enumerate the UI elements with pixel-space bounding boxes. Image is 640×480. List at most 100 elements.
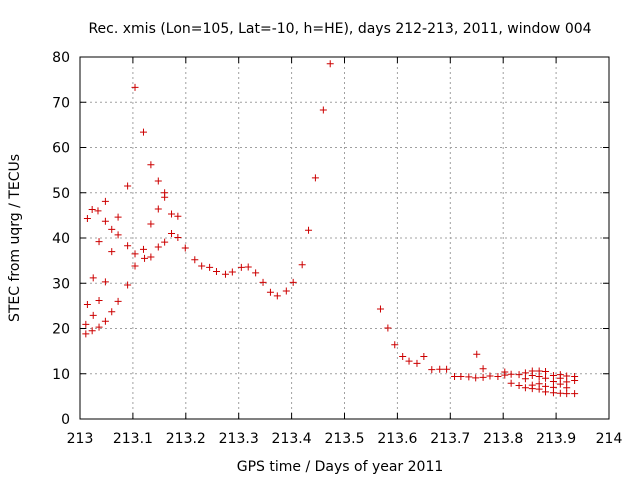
- data-point: [139, 128, 147, 136]
- data-point: [124, 242, 132, 250]
- data-point: [154, 177, 162, 185]
- data-point: [161, 238, 169, 246]
- data-point: [451, 372, 459, 380]
- data-point: [88, 205, 96, 213]
- data-point: [405, 357, 413, 365]
- data-point: [473, 350, 481, 358]
- data-point: [420, 353, 428, 361]
- x-tick-labels: 213 213.1 213.2 213.3 213.4 213.5 213.6 213.7 21…: [67, 431, 623, 447]
- data-point: [472, 374, 480, 382]
- data-point: [108, 308, 116, 316]
- data-point: [259, 278, 267, 286]
- y-tick-label: 0: [61, 412, 70, 428]
- y-tick-label: 80: [52, 50, 70, 66]
- data-point: [237, 263, 245, 271]
- data-point: [94, 207, 102, 215]
- y-tick-labels: 0 10 20 30 40 50 60 70 80: [52, 50, 70, 428]
- data-point: [161, 193, 169, 201]
- data-point: [168, 229, 176, 237]
- y-tick-label: 50: [52, 186, 70, 202]
- data-point: [154, 243, 162, 251]
- data-point: [549, 389, 557, 397]
- data-point: [83, 215, 91, 223]
- data-point: [549, 377, 557, 385]
- data-point: [266, 288, 274, 296]
- axis-ticks: [79, 56, 610, 420]
- data-point: [521, 375, 529, 383]
- data-point: [114, 213, 122, 221]
- data-point: [83, 301, 91, 309]
- data-point: [174, 212, 182, 220]
- data-point: [95, 238, 103, 246]
- data-point: [528, 385, 536, 393]
- data-point: [494, 372, 502, 380]
- x-tick-label: 213.7: [430, 431, 470, 447]
- data-point: [221, 270, 229, 278]
- data-point: [131, 83, 139, 91]
- data-point: [131, 262, 139, 270]
- data-point: [139, 245, 147, 253]
- data-point: [535, 385, 543, 393]
- y-tick-label: 10: [52, 367, 70, 383]
- y-tick-label: 30: [52, 276, 70, 292]
- data-point: [391, 341, 399, 349]
- y-tick-label: 60: [52, 141, 70, 157]
- data-point: [282, 287, 290, 295]
- data-point: [101, 197, 109, 205]
- data-point: [507, 379, 515, 387]
- data-point: [305, 226, 313, 234]
- data-point: [311, 174, 319, 182]
- data-point: [465, 373, 473, 381]
- data-point: [124, 182, 132, 190]
- data-point: [147, 253, 155, 261]
- x-tick-label: 213.3: [219, 431, 259, 447]
- data-point: [88, 327, 96, 335]
- data-point: [131, 250, 139, 258]
- data-point: [376, 305, 384, 313]
- data-point: [319, 106, 327, 114]
- data-point: [507, 370, 515, 378]
- data-point: [82, 330, 90, 338]
- x-tick-label: 213.1: [113, 431, 153, 447]
- data-point: [563, 372, 571, 380]
- data-point: [252, 269, 260, 277]
- x-tick-label: 213.6: [377, 431, 417, 447]
- data-point: [101, 217, 109, 225]
- x-tick-label: 213.2: [166, 431, 206, 447]
- data-point: [479, 365, 487, 373]
- data-point: [228, 268, 236, 276]
- data-point: [556, 380, 564, 388]
- y-tick-label: 70: [52, 95, 70, 111]
- data-point: [479, 373, 487, 381]
- y-tick-label: 20: [52, 322, 70, 338]
- chart-title: Rec. xmis (Lon=105, Lat=-10, h=HE), days…: [88, 21, 591, 37]
- data-point: [108, 225, 116, 233]
- data-point: [571, 390, 579, 398]
- data-point: [244, 263, 252, 271]
- data-point: [384, 324, 392, 332]
- data-point: [413, 359, 421, 367]
- data-point: [535, 372, 543, 380]
- data-point: [501, 371, 509, 379]
- data-point: [206, 263, 214, 271]
- x-tick-label: 213: [67, 431, 94, 447]
- data-points: [82, 60, 579, 398]
- data-point: [443, 365, 451, 373]
- data-point: [124, 281, 132, 289]
- data-point: [571, 377, 579, 385]
- x-tick-label: 213.8: [483, 431, 523, 447]
- data-point: [114, 231, 122, 239]
- x-tick-label: 213.9: [536, 431, 576, 447]
- data-point: [521, 369, 529, 377]
- data-point: [542, 388, 550, 396]
- data-point: [174, 234, 182, 242]
- x-axis-title: GPS time / Days of year 2011: [237, 459, 444, 475]
- data-point: [82, 320, 90, 328]
- data-point: [428, 366, 436, 374]
- data-point: [191, 256, 199, 264]
- data-point: [95, 323, 103, 331]
- data-point: [89, 274, 97, 282]
- x-tick-label: 213.4: [272, 431, 312, 447]
- y-tick-label: 40: [52, 231, 70, 247]
- data-point: [563, 378, 571, 386]
